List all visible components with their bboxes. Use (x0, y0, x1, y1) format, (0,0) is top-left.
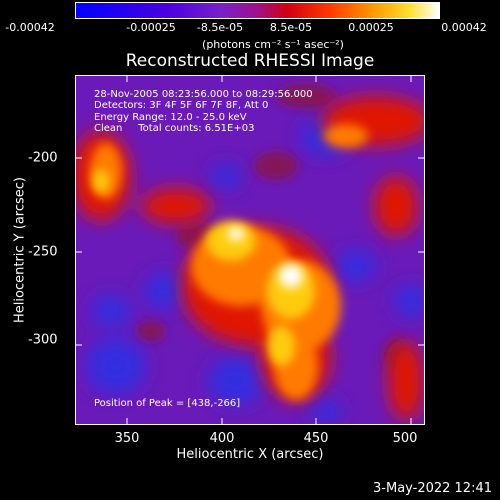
x-tick-label: 350 (114, 431, 140, 446)
info-energy-range: Energy Range: 12.0 - 25.0 keV (94, 112, 247, 123)
x-axis-label: Heliocentric X (arcsec) (176, 447, 324, 462)
y-tick-label: -250 (28, 244, 58, 260)
colorbar-tick: 8.5e-05 (269, 21, 313, 34)
y-tick-label: -300 (28, 332, 58, 348)
image-heatmap (76, 76, 424, 424)
y-axis-label: Heliocentric Y (arcsec) (12, 177, 28, 323)
x-tick-label: 500 (392, 431, 418, 446)
info-time-range: 28-Nov-2005 08:23:56.000 to 08:29:56.000 (94, 89, 313, 100)
colorbar-tick: 0.00025 (348, 21, 394, 34)
rhessi-image (75, 75, 425, 425)
y-tick-label: -200 (28, 150, 58, 166)
x-tick-label: 400 (209, 431, 235, 446)
info-detectors: Detectors: 3F 4F 5F 6F 7F 8F, Att 0 (94, 100, 269, 111)
colorbar-tick: -0.00025 (126, 21, 176, 34)
colorbar-tick: -8.5e-05 (196, 21, 244, 34)
info-clean-counts: Clean Total counts: 6.51E+03 (94, 123, 255, 134)
datestamp: 3-May-2022 12:41 (373, 481, 492, 496)
image-title: Reconstructed RHESSI Image (125, 51, 375, 71)
colorbar-tick: -0.00042 (5, 21, 55, 34)
colorbar-tick: 0.00042 (441, 21, 487, 34)
colorbar-unit-label: (photons cm⁻² s⁻¹ asec⁻²) (202, 38, 344, 51)
info-peak-position: Position of Peak = [438,-266] (94, 398, 241, 409)
colorbar (75, 2, 440, 19)
x-tick-label: 450 (303, 431, 329, 446)
